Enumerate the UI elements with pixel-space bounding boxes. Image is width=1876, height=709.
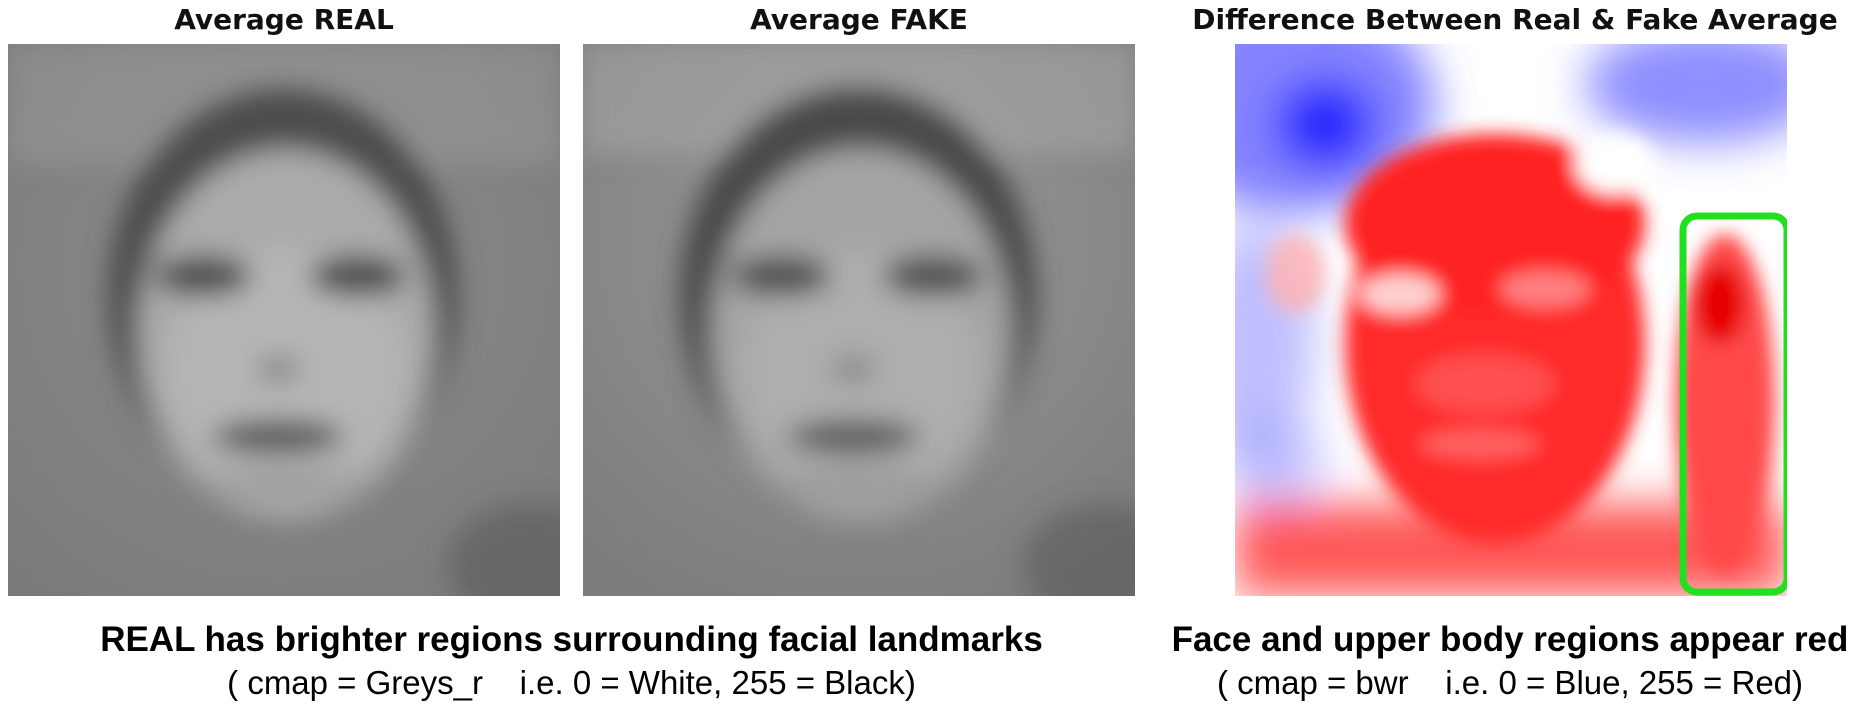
right-caption-sub: ( cmap = bwr i.e. 0 = Blue, 255 = Red) xyxy=(1216,664,1804,701)
left-caption: REAL has brighter regions surrounding fa… xyxy=(8,618,1135,704)
right-caption-main: Face and upper body regions appear red xyxy=(1171,620,1849,659)
left-caption-sub: ( cmap = Greys_r i.e. 0 = White, 255 = B… xyxy=(227,664,916,701)
right-caption: Face and upper body regions appear red (… xyxy=(1148,618,1872,704)
real-panel-title: Average REAL xyxy=(174,3,394,36)
left-caption-main: REAL has brighter regions surrounding fa… xyxy=(100,620,1043,659)
difference-heatmap-image xyxy=(1235,44,1787,596)
fake-panel-title: Average FAKE xyxy=(750,3,968,36)
diff-panel-title: Difference Between Real & Fake Average xyxy=(1192,3,1838,36)
highlight-box xyxy=(1679,212,1787,596)
average-fake-image xyxy=(583,44,1135,596)
average-real-image xyxy=(8,44,560,596)
